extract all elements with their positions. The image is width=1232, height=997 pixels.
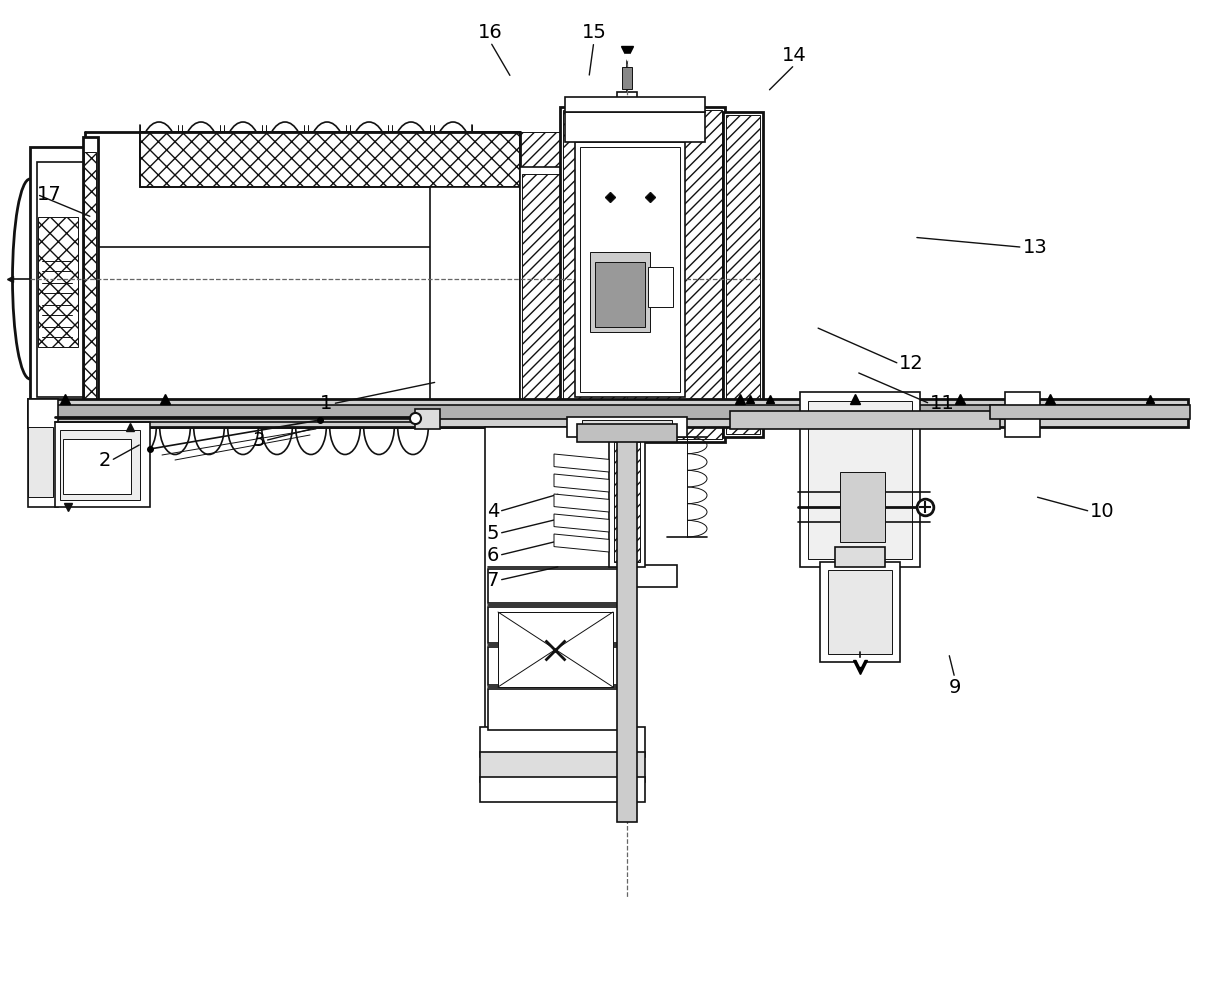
Bar bbox=[480, 727, 646, 757]
Bar bbox=[1005, 392, 1040, 437]
Text: 8: 8 bbox=[595, 653, 607, 672]
Polygon shape bbox=[554, 494, 609, 512]
Bar bbox=[520, 132, 570, 187]
Text: 2: 2 bbox=[99, 451, 111, 471]
Bar bbox=[577, 424, 678, 442]
Bar bbox=[60, 430, 140, 500]
Bar bbox=[828, 570, 892, 654]
Text: 12: 12 bbox=[899, 354, 924, 374]
Bar bbox=[617, 427, 637, 822]
Bar bbox=[38, 217, 78, 347]
Text: 16: 16 bbox=[478, 23, 503, 42]
Bar bbox=[580, 147, 680, 392]
Bar bbox=[28, 427, 53, 497]
Bar bbox=[567, 417, 687, 437]
Bar bbox=[558, 612, 614, 687]
Bar bbox=[575, 142, 685, 397]
Polygon shape bbox=[554, 514, 609, 532]
Bar bbox=[614, 442, 639, 562]
Text: 10: 10 bbox=[1090, 501, 1115, 521]
Bar bbox=[480, 777, 646, 802]
Bar bbox=[28, 399, 1188, 427]
Bar bbox=[577, 565, 678, 587]
Bar bbox=[488, 689, 632, 730]
Text: 15: 15 bbox=[582, 23, 606, 42]
Bar bbox=[30, 147, 90, 412]
Bar bbox=[55, 422, 150, 507]
Bar bbox=[522, 174, 561, 412]
Bar bbox=[648, 267, 673, 307]
Bar bbox=[63, 439, 131, 494]
Bar bbox=[991, 405, 1190, 419]
Bar bbox=[726, 115, 760, 434]
Bar bbox=[485, 427, 634, 732]
Text: 14: 14 bbox=[782, 46, 807, 65]
Bar bbox=[840, 472, 885, 542]
Bar bbox=[582, 420, 671, 432]
Bar bbox=[498, 612, 614, 687]
Bar bbox=[561, 107, 724, 442]
Polygon shape bbox=[554, 474, 609, 492]
Text: 11: 11 bbox=[930, 394, 955, 414]
Text: 1: 1 bbox=[320, 394, 333, 414]
Text: 4: 4 bbox=[487, 501, 499, 521]
Bar bbox=[480, 752, 646, 782]
Bar bbox=[723, 112, 763, 437]
Bar bbox=[140, 132, 520, 187]
Bar bbox=[140, 132, 520, 187]
Polygon shape bbox=[554, 534, 609, 552]
Bar bbox=[430, 187, 525, 427]
Bar bbox=[617, 92, 637, 112]
Bar bbox=[415, 409, 440, 429]
Polygon shape bbox=[554, 454, 609, 472]
Bar bbox=[488, 569, 632, 603]
Bar bbox=[28, 405, 1188, 419]
Text: 5: 5 bbox=[487, 523, 499, 543]
Bar bbox=[808, 401, 912, 559]
Bar bbox=[835, 547, 885, 567]
Bar bbox=[609, 437, 646, 567]
Bar bbox=[563, 110, 722, 439]
Text: 13: 13 bbox=[1023, 237, 1047, 257]
Bar bbox=[595, 262, 646, 327]
Bar bbox=[84, 152, 96, 407]
Bar bbox=[731, 411, 1000, 429]
Bar bbox=[565, 97, 705, 112]
Text: 17: 17 bbox=[37, 184, 62, 204]
Bar bbox=[821, 562, 901, 662]
Text: 9: 9 bbox=[949, 678, 961, 697]
Bar bbox=[488, 647, 632, 685]
Text: 7: 7 bbox=[487, 570, 499, 590]
Bar bbox=[800, 392, 920, 567]
Bar bbox=[37, 162, 85, 397]
Bar bbox=[520, 167, 565, 417]
Bar bbox=[622, 67, 632, 89]
Bar bbox=[590, 252, 650, 332]
Bar bbox=[28, 399, 58, 507]
Bar bbox=[498, 612, 553, 687]
Bar bbox=[565, 112, 705, 142]
Bar bbox=[83, 137, 99, 417]
Text: 6: 6 bbox=[487, 545, 499, 565]
Bar bbox=[488, 607, 632, 643]
Text: 3: 3 bbox=[253, 431, 265, 451]
